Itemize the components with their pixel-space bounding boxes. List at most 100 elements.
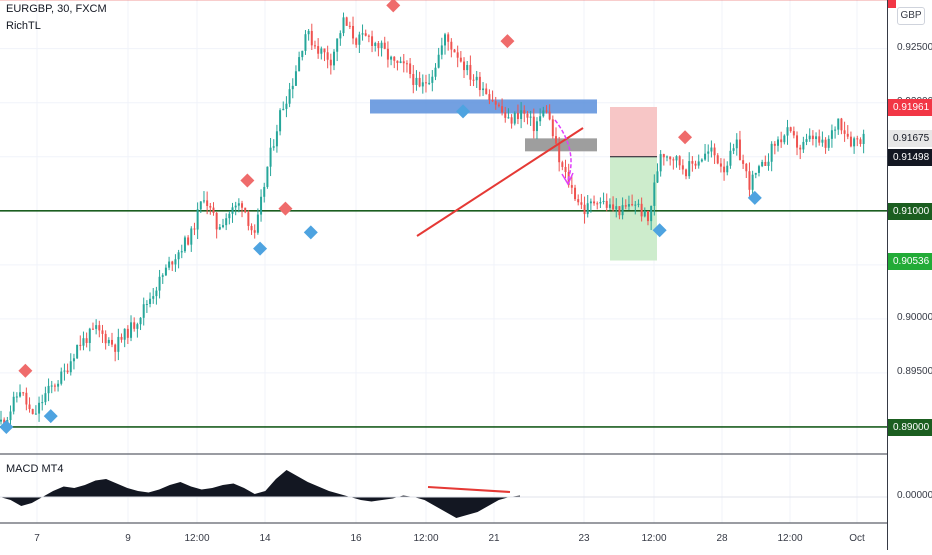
candle-body xyxy=(298,57,301,72)
candle-body xyxy=(494,101,497,105)
candle-body xyxy=(348,25,351,27)
candle-body xyxy=(145,304,148,306)
candle-body xyxy=(69,361,72,373)
candle-body xyxy=(152,296,155,299)
candle-body xyxy=(34,413,37,415)
candle-body xyxy=(63,370,66,372)
candle-body xyxy=(428,82,431,84)
candle-body xyxy=(783,135,786,143)
candle-body xyxy=(256,214,259,233)
candle-body xyxy=(15,396,18,398)
candle-body xyxy=(764,161,767,166)
candle-body xyxy=(177,252,180,260)
candle-body xyxy=(412,74,415,85)
candle-body xyxy=(434,67,437,77)
candle-body xyxy=(694,163,697,166)
candle-body xyxy=(732,148,735,151)
candle-body xyxy=(742,160,745,164)
candle-body xyxy=(313,45,316,47)
candle-body xyxy=(393,56,396,61)
candle-body xyxy=(25,392,28,405)
candle-body xyxy=(710,147,713,152)
currency-badge[interactable]: GBP xyxy=(897,7,925,25)
candle-body xyxy=(485,88,488,95)
candle-body xyxy=(44,393,47,403)
candle-body xyxy=(535,121,538,132)
candle-body xyxy=(123,328,126,340)
candle-body xyxy=(637,203,640,205)
candle-body xyxy=(805,139,808,142)
candle-body xyxy=(631,204,634,206)
resistance-zone xyxy=(370,99,597,114)
candle-body xyxy=(700,159,703,162)
candle-body xyxy=(82,338,85,346)
candle-body xyxy=(386,48,389,60)
candle-body xyxy=(133,322,136,329)
time-tick-label: 23 xyxy=(578,533,590,544)
candle-body xyxy=(799,147,802,150)
candle-body xyxy=(279,110,282,132)
candle-body xyxy=(830,130,833,139)
candle-body xyxy=(859,139,862,144)
candle-body xyxy=(266,166,269,187)
candle-body xyxy=(142,304,145,318)
candle-body xyxy=(355,38,358,45)
swing-low-marker-0 xyxy=(0,419,14,434)
candle-body xyxy=(675,156,678,161)
candle-body xyxy=(260,196,263,215)
candle-body xyxy=(291,85,294,90)
candle-body xyxy=(621,205,624,216)
candle-body xyxy=(336,38,339,52)
candle-body xyxy=(726,165,729,173)
candle-body xyxy=(469,64,472,80)
candle-body xyxy=(130,322,133,338)
candle-body xyxy=(688,161,691,177)
candle-body xyxy=(748,171,751,190)
stop-loss xyxy=(610,107,657,157)
swing-low-marker-4 xyxy=(456,104,471,119)
candle-body xyxy=(580,202,583,205)
candle-body xyxy=(780,139,783,143)
candle-body xyxy=(751,174,754,190)
candle-body xyxy=(577,199,580,203)
candle-body xyxy=(456,52,459,58)
candle-body xyxy=(716,155,719,164)
candle-body xyxy=(504,112,507,118)
candle-body xyxy=(719,163,722,167)
candle-body xyxy=(263,186,266,197)
candle-body xyxy=(640,203,643,217)
candle-body xyxy=(53,385,56,387)
candle-body xyxy=(589,201,592,204)
candle-body xyxy=(418,77,421,87)
candle-body xyxy=(431,76,434,83)
candle-body xyxy=(666,156,668,158)
candle-body xyxy=(450,41,453,50)
candle-body xyxy=(104,333,107,344)
candle-body xyxy=(222,225,224,228)
candle-body xyxy=(66,370,69,373)
candle-body xyxy=(98,325,101,331)
candle-body xyxy=(47,385,50,394)
candle-body xyxy=(561,162,564,167)
candle-body xyxy=(377,43,380,49)
candle-body xyxy=(437,54,440,68)
candle-body xyxy=(288,89,291,104)
candle-body xyxy=(526,113,529,118)
time-tick-label: 28 xyxy=(716,533,728,544)
candle-body xyxy=(650,205,653,222)
candle-body xyxy=(777,139,779,146)
candle-body xyxy=(329,59,332,66)
candle-body xyxy=(507,117,510,119)
candle-body xyxy=(272,146,275,148)
candle-body xyxy=(111,339,113,345)
candle-body xyxy=(761,161,764,167)
candle-body xyxy=(472,79,475,81)
candle-body xyxy=(827,138,830,148)
candle-body xyxy=(342,17,345,34)
candle-body xyxy=(596,203,599,205)
time-tick-label: 7 xyxy=(34,533,40,544)
candle-body xyxy=(126,328,129,338)
candle-body xyxy=(612,204,615,210)
